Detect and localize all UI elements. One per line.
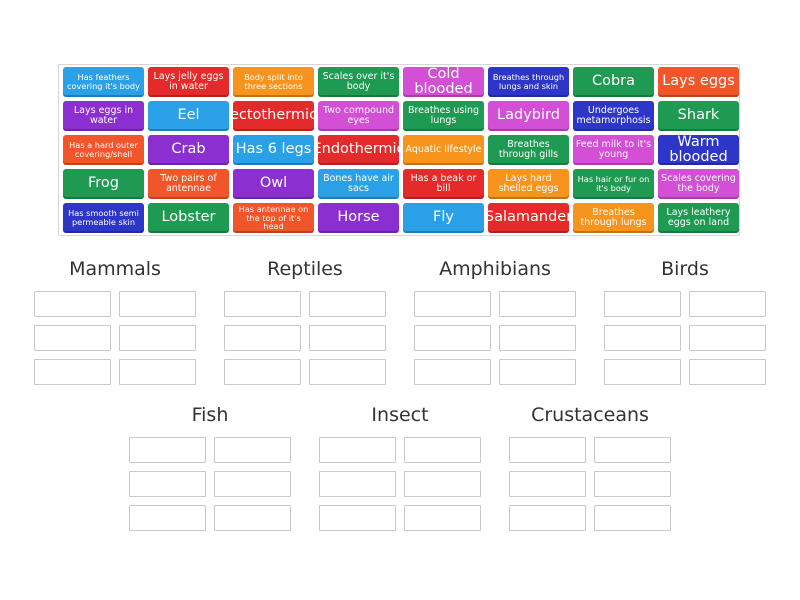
draggable-tile[interactable]: Has antennae on the top of it's head [233, 203, 314, 233]
drop-slot-insect[interactable] [319, 505, 396, 531]
drop-slot-mammals[interactable] [119, 325, 196, 351]
drop-slot-birds[interactable] [689, 359, 766, 385]
draggable-tile[interactable]: Lays leathery eggs on land [658, 203, 739, 233]
draggable-tile[interactable]: Has feathers covering it's body [63, 67, 144, 97]
drop-slot-birds[interactable] [689, 325, 766, 351]
drop-slot-crustaceans[interactable] [594, 437, 671, 463]
drop-slot-birds[interactable] [604, 359, 681, 385]
draggable-tile[interactable]: Shark [658, 101, 739, 131]
category-title-amphibians: Amphibians [439, 258, 551, 280]
drop-slot-crustaceans[interactable] [509, 471, 586, 497]
drop-slot-reptiles[interactable] [309, 291, 386, 317]
draggable-tile[interactable]: Breathes through lungs [573, 203, 654, 233]
drop-slot-crustaceans[interactable] [594, 471, 671, 497]
drop-slot-fish[interactable] [129, 437, 206, 463]
draggable-tile[interactable]: Scales covering the body [658, 169, 739, 199]
draggable-tile[interactable]: Scales over it's body [318, 67, 399, 97]
draggable-tile[interactable]: Owl [233, 169, 314, 199]
draggable-tile[interactable]: Breathes using lungs [403, 101, 484, 131]
category-title-reptiles: Reptiles [267, 258, 343, 280]
drop-slot-reptiles[interactable] [224, 291, 301, 317]
drop-slot-insect[interactable] [404, 471, 481, 497]
draggable-tile[interactable]: Two pairs of antennae [148, 169, 229, 199]
draggable-tile[interactable]: Eel [148, 101, 229, 131]
draggable-tile[interactable]: Lobster [148, 203, 229, 233]
category-title-birds: Birds [661, 258, 709, 280]
draggable-tile[interactable]: Horse [318, 203, 399, 233]
draggable-tile[interactable]: Crab [148, 135, 229, 165]
drop-slot-insect[interactable] [319, 437, 396, 463]
drop-slot-reptiles[interactable] [309, 325, 386, 351]
draggable-tile[interactable]: Lays eggs [658, 67, 739, 97]
category-title-fish: Fish [191, 404, 229, 426]
tile-bank: Has feathers covering it's body Lays jell… [58, 64, 740, 236]
draggable-tile[interactable]: Lays hard shelled eggs [488, 169, 569, 199]
drop-slot-amphibians[interactable] [499, 359, 576, 385]
draggable-tile[interactable]: Lays eggs in water [63, 101, 144, 131]
draggable-tile[interactable]: Fly [403, 203, 484, 233]
drop-slot-fish[interactable] [214, 437, 291, 463]
draggable-tile[interactable]: Has a hard outer covering/shell [63, 135, 144, 165]
drop-slot-insect[interactable] [319, 471, 396, 497]
drop-slot-birds[interactable] [604, 325, 681, 351]
drop-slot-insect[interactable] [404, 505, 481, 531]
draggable-tile[interactable]: Frog [63, 169, 144, 199]
drop-slot-crustaceans[interactable] [594, 505, 671, 531]
drop-slot-crustaceans[interactable] [509, 505, 586, 531]
drop-slot-birds[interactable] [689, 291, 766, 317]
drop-slot-reptiles[interactable] [309, 359, 386, 385]
draggable-tile[interactable]: Feed milk to it's young [573, 135, 654, 165]
drop-slot-amphibians[interactable] [414, 359, 491, 385]
category-title-mammals: Mammals [69, 258, 161, 280]
drop-slot-fish[interactable] [129, 471, 206, 497]
draggable-tile[interactable]: Warm blooded [658, 135, 739, 165]
draggable-tile[interactable]: Cobra [573, 67, 654, 97]
draggable-tile[interactable]: Lays jelly eggs in water [148, 67, 229, 97]
drop-slot-fish[interactable] [214, 505, 291, 531]
drop-slot-reptiles[interactable] [224, 359, 301, 385]
drop-slot-mammals[interactable] [119, 359, 196, 385]
draggable-tile[interactable]: Has hair or fur on it's body [573, 169, 654, 199]
category-title-crustaceans: Crustaceans [531, 404, 649, 426]
drop-slot-crustaceans[interactable] [509, 437, 586, 463]
drop-slot-mammals[interactable] [34, 291, 111, 317]
draggable-tile[interactable]: Body split into three sections [233, 67, 314, 97]
drop-slot-birds[interactable] [604, 291, 681, 317]
draggable-tile[interactable]: Two compound eyes [318, 101, 399, 131]
draggable-tile[interactable]: Cold blooded [403, 67, 484, 97]
draggable-tile[interactable]: Bones have air sacs [318, 169, 399, 199]
drop-slot-amphibians[interactable] [499, 325, 576, 351]
draggable-tile[interactable]: Breathes through lungs and skin [488, 67, 569, 97]
draggable-tile[interactable]: Has smooth semi permeable skin [63, 203, 144, 233]
drop-slot-mammals[interactable] [34, 325, 111, 351]
draggable-tile[interactable]: Breathes through gills [488, 135, 569, 165]
drop-slot-insect[interactable] [404, 437, 481, 463]
draggable-tile[interactable]: Ladybird [488, 101, 569, 131]
drop-slot-fish[interactable] [129, 505, 206, 531]
draggable-tile[interactable]: Has 6 legs [233, 135, 314, 165]
draggable-tile[interactable]: Salamander [488, 203, 569, 233]
draggable-tile[interactable]: ectothermic [233, 101, 314, 131]
drop-slot-mammals[interactable] [34, 359, 111, 385]
drop-slot-mammals[interactable] [119, 291, 196, 317]
drop-slot-fish[interactable] [214, 471, 291, 497]
draggable-tile[interactable]: Has a beak or bill [403, 169, 484, 199]
drop-slot-amphibians[interactable] [414, 325, 491, 351]
draggable-tile[interactable]: Aquatic lifestyle [403, 135, 484, 165]
draggable-tile[interactable]: Endothermic [318, 135, 399, 165]
category-title-insect: Insect [371, 404, 429, 426]
drop-slot-amphibians[interactable] [414, 291, 491, 317]
draggable-tile[interactable]: Undergoes metamorphosis [573, 101, 654, 131]
drop-slot-amphibians[interactable] [499, 291, 576, 317]
drop-slot-reptiles[interactable] [224, 325, 301, 351]
